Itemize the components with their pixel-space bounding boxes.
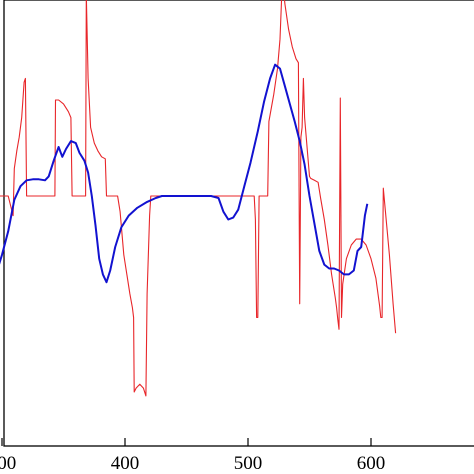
x-tick-labels: 400500600300700 [0,453,386,474]
x-tick-label-600: 600 [357,453,386,474]
series-group [0,0,397,397]
x-tick-label-500: 500 [234,453,263,474]
series-line-blue [0,63,369,284]
series-line-red [0,0,397,397]
x-axis [1,438,372,446]
x-tick-label-300: 300 [0,453,16,474]
x-tick-label-400: 400 [111,453,140,474]
plot-frame [3,0,474,447]
